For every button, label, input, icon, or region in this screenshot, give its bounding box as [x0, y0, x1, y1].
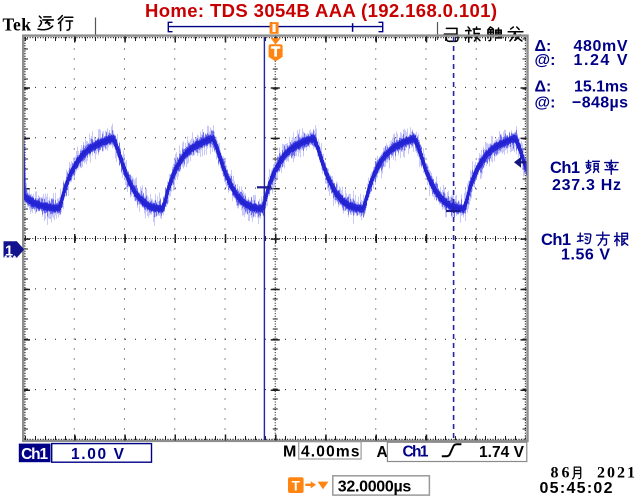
- svg-text:Ch1: Ch1: [550, 159, 580, 177]
- svg-text:1.74 V: 1.74 V: [479, 444, 525, 461]
- svg-text:1.56 V: 1.56 V: [561, 247, 610, 264]
- svg-text:T: T: [292, 478, 301, 493]
- svg-text:Home: TDS 3054B AAA (192.168.0: Home: TDS 3054B AAA (192.168.0.101): [145, 0, 497, 21]
- svg-text:1: 1: [5, 244, 13, 260]
- svg-text:15.1ms: 15.1ms: [574, 78, 628, 95]
- svg-text:4.00ms: 4.00ms: [301, 443, 360, 460]
- svg-text:Ch1: Ch1: [403, 444, 429, 461]
- svg-text:480mV: 480mV: [574, 38, 628, 55]
- svg-text:M: M: [283, 444, 296, 461]
- svg-text:8: 8: [551, 465, 559, 482]
- svg-text:@:: @:: [535, 52, 556, 69]
- svg-text:6: 6: [562, 465, 570, 482]
- svg-text:1.00 V: 1.00 V: [71, 446, 125, 463]
- svg-text:Δ:: Δ:: [535, 78, 552, 95]
- svg-text:Ch1: Ch1: [541, 231, 571, 249]
- svg-text:@:: @:: [535, 95, 556, 112]
- svg-text:05:45:02: 05:45:02: [540, 480, 613, 496]
- svg-text:A: A: [377, 444, 388, 461]
- svg-text:32.0000µs: 32.0000µs: [338, 478, 412, 495]
- svg-text:237.3 Hz: 237.3 Hz: [552, 177, 621, 194]
- svg-text:1.24 V: 1.24 V: [574, 52, 628, 69]
- svg-text:Δ:: Δ:: [535, 38, 552, 55]
- svg-text:−848µs: −848µs: [572, 95, 628, 112]
- svg-text:Ch1: Ch1: [21, 446, 48, 463]
- svg-text:Tek: Tek: [3, 15, 32, 35]
